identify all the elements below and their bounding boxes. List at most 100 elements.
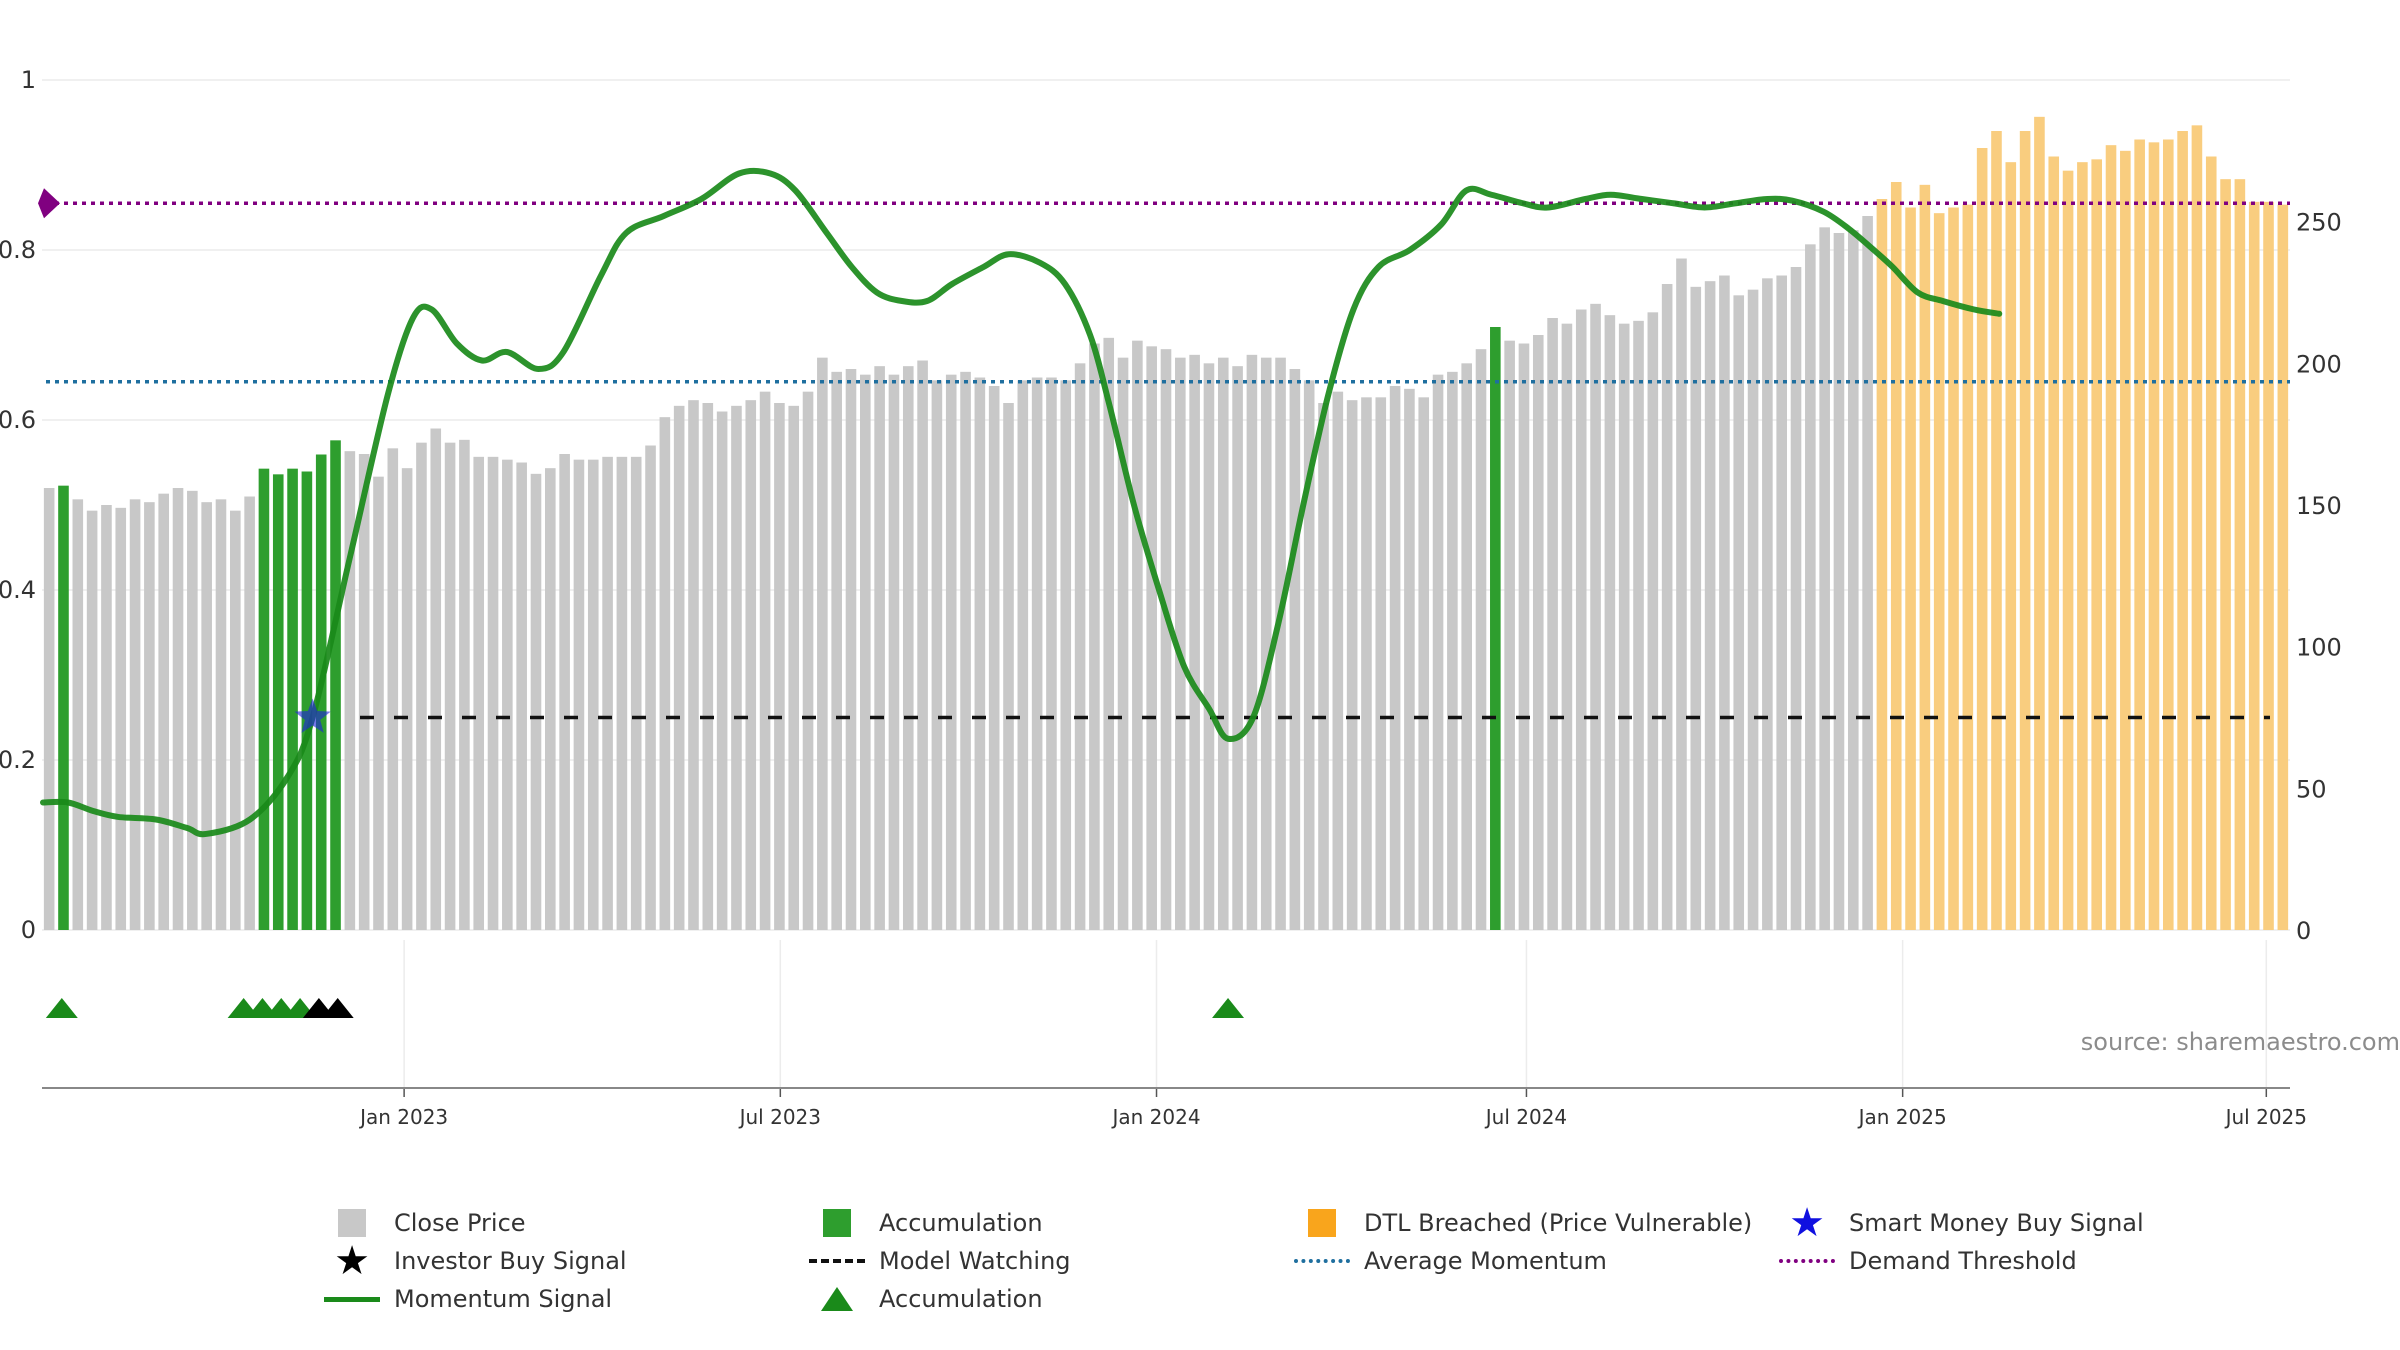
close-price-bar — [215, 499, 227, 930]
investor-triangle-icon — [321, 998, 354, 1018]
close-price-bar — [1217, 357, 1229, 931]
close-price-bar — [72, 499, 84, 930]
left-axis-tick-label: 0.4 — [0, 576, 36, 604]
close-price-bar — [473, 456, 485, 930]
close-price-bar — [1762, 278, 1773, 930]
dtl-breached-bar — [2263, 201, 2274, 931]
close-price-bar — [788, 405, 800, 930]
close-price-bar — [244, 496, 255, 930]
close-price-bar — [731, 405, 742, 930]
dtl-breached-bar — [1991, 131, 2002, 930]
legend-label: DTL Breached (Price Vulnerable) — [1364, 1209, 1753, 1237]
close-price-bar — [774, 403, 785, 930]
close-price-bar — [874, 366, 885, 931]
dtl-breached-bar — [2248, 201, 2260, 931]
close-price-bar — [1661, 284, 1673, 930]
right-axis-tick-label: 50 — [2296, 775, 2327, 803]
close-price-bar — [1146, 346, 1157, 930]
momentum-signal-path — [40, 167, 2003, 838]
close-price-bar — [1318, 403, 1329, 930]
legend-model-watching: Model Watching — [805, 1243, 1071, 1279]
close-price-bar — [1575, 309, 1587, 930]
legend-investor-buy: ★ Investor Buy Signal — [320, 1241, 627, 1281]
close-price-bar — [430, 428, 442, 930]
close-price-bar — [1690, 286, 1702, 930]
accumulation-bar — [1490, 327, 1501, 930]
dtl-breached-bar — [2091, 159, 2102, 931]
dtl-breached-bar — [1905, 207, 1916, 930]
close-price-bar — [1332, 391, 1344, 931]
close-price-bar — [573, 459, 585, 930]
close-price-bar — [1461, 363, 1472, 930]
dtl-breached-bar — [2005, 162, 2017, 930]
close-price-bar — [129, 499, 141, 930]
right-axis-tick-label: 150 — [2296, 492, 2342, 520]
legend-label: Demand Threshold — [1849, 1247, 2077, 1275]
threshold-line-swatch — [1779, 1259, 1835, 1263]
x-axis-tick-label: Jan 2023 — [358, 1105, 448, 1129]
accumulation-triangle-icon — [45, 998, 78, 1018]
dtl-breached-bar — [2234, 179, 2246, 930]
close-price-bar — [1733, 295, 1745, 930]
close-price-bar — [1031, 377, 1043, 930]
close-price-bar — [487, 456, 499, 930]
close-price-bar — [387, 448, 399, 930]
watching-line-swatch — [809, 1259, 865, 1263]
close-price-bar — [1590, 303, 1601, 930]
close-price-bar — [1346, 400, 1358, 931]
accumulation-bar — [258, 468, 270, 930]
close-price-bar — [988, 386, 1000, 930]
close-price-bar — [931, 380, 943, 930]
close-price-bar — [1232, 366, 1243, 931]
close-price-bar — [1103, 337, 1115, 930]
legend-label: Close Price — [394, 1209, 526, 1237]
close-price-bar — [1847, 230, 1859, 930]
smart-money-star-icon: ★ — [1789, 1200, 1825, 1246]
close-price-bar — [845, 369, 857, 930]
momentum-line-swatch — [324, 1296, 380, 1302]
legend-close-price: Close Price — [320, 1205, 526, 1241]
close-price-bar — [1719, 275, 1730, 930]
x-axis-tick-label: Jul 2025 — [2224, 1105, 2307, 1129]
close-price-bar — [1089, 343, 1100, 930]
average-line-swatch — [1294, 1259, 1350, 1263]
close-price-bar — [43, 488, 55, 930]
close-price-bar — [1747, 289, 1759, 931]
dtl-breached-bar — [2220, 179, 2231, 930]
close-price-bar — [344, 451, 356, 930]
close-price-bar — [1532, 335, 1544, 930]
axes: 0 0.2 0.4 0.6 0.8 1 0 50 100 150 200 250 Jan 2023 Jul… — [0, 66, 2342, 1129]
close-price-bar — [1203, 363, 1215, 930]
close-price-bar — [502, 459, 513, 930]
close-price-bar — [831, 371, 842, 930]
signal-markers — [45, 698, 1245, 1018]
close-price-bar — [1432, 374, 1444, 931]
dtl-breached-bar — [2134, 139, 2145, 930]
close-price-bar — [917, 360, 928, 930]
dtl-breached-bar — [2277, 204, 2289, 930]
close-price-bar — [1447, 371, 1458, 930]
close-price-bar — [673, 405, 685, 930]
dtl-breached-bar — [2148, 142, 2160, 931]
close-price-bar — [759, 391, 771, 931]
close-price-bar — [1618, 323, 1630, 931]
legend-label: Investor Buy Signal — [394, 1247, 627, 1275]
close-price-bar — [416, 442, 427, 930]
close-price-bar — [187, 490, 198, 930]
legend-dtl-breached: DTL Breached (Price Vulnerable) — [1290, 1205, 1752, 1241]
right-axis-tick-label: 200 — [2296, 350, 2342, 378]
close-price-bar — [616, 456, 628, 930]
legend-accumulation-bar: Accumulation — [805, 1205, 1043, 1241]
close-price-bar — [1547, 318, 1558, 930]
legend-accumulation-marker: Accumulation — [805, 1281, 1043, 1317]
close-price-bar — [1561, 323, 1573, 931]
close-price-bar — [716, 411, 728, 930]
close-price-bar — [602, 456, 613, 930]
close-price-bar — [1475, 349, 1487, 931]
accumulation-triangle-icon — [821, 1287, 853, 1311]
x-axis-tick-label: Jan 2025 — [1857, 1105, 1947, 1129]
close-price-bar — [587, 459, 599, 930]
reference-lines — [38, 188, 2290, 720]
legend-label: Momentum Signal — [394, 1285, 613, 1313]
